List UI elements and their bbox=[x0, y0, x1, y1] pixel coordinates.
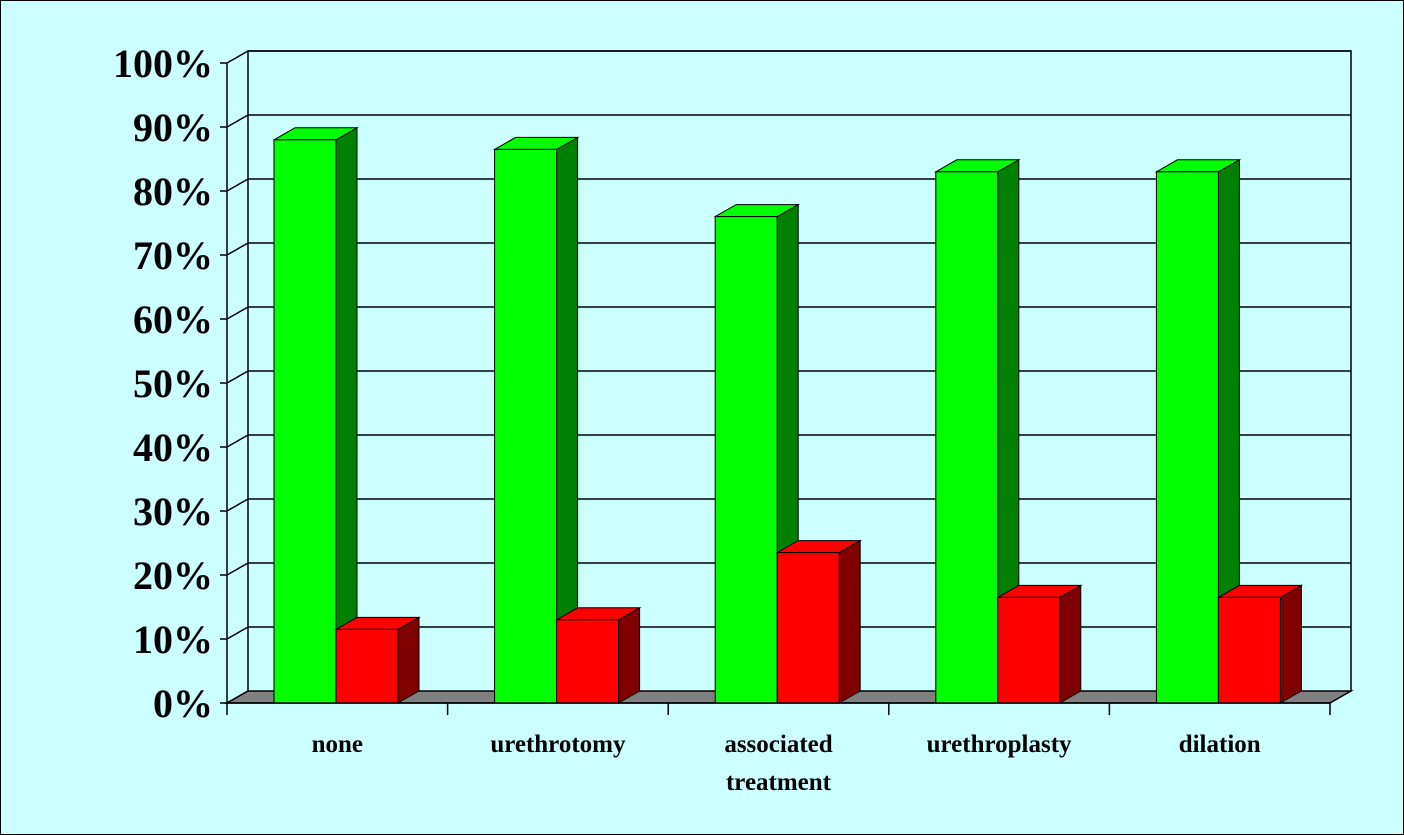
tick-labels: 0% 10% 20% 30% 40% 50% 60% 70% 80% 90% 100% none ure… bbox=[113, 41, 1261, 796]
bar-side bbox=[618, 606, 641, 704]
side-wall-line bbox=[226, 434, 249, 448]
y-tick-label: 10% bbox=[133, 617, 213, 662]
x-tick-label-line: treatment bbox=[726, 769, 832, 796]
x-tick-label: associated treatment bbox=[724, 731, 832, 796]
side-wall-line bbox=[226, 50, 249, 64]
x-tick-label: none bbox=[312, 731, 363, 758]
bar-side bbox=[1059, 584, 1082, 704]
y-tick-label: 90% bbox=[133, 105, 213, 150]
side-wall-line bbox=[226, 306, 249, 320]
side-wall-line bbox=[226, 178, 249, 192]
bar-front bbox=[776, 552, 840, 704]
y-tick-label: 50% bbox=[133, 361, 213, 406]
y-tick-label: 0% bbox=[153, 681, 213, 726]
bar bbox=[1216, 584, 1304, 704]
x-tick-label-line: urethroplasty bbox=[927, 731, 1072, 758]
x-tick-label-line: associated bbox=[724, 731, 832, 758]
side-wall-line bbox=[226, 626, 249, 640]
x-tick-label-line: dilation bbox=[1179, 731, 1261, 758]
bar-front bbox=[1217, 596, 1281, 704]
side-wall-line bbox=[226, 114, 249, 128]
bar bbox=[775, 539, 863, 704]
x-tick-label: urethroplasty bbox=[927, 731, 1072, 758]
y-tick-label: 20% bbox=[133, 553, 213, 598]
bar bbox=[933, 158, 1021, 704]
side-wall-line bbox=[226, 498, 249, 512]
bar bbox=[272, 126, 359, 704]
bar-front bbox=[935, 171, 999, 704]
bar-side bbox=[335, 126, 358, 704]
y-tick-label: 60% bbox=[133, 297, 213, 342]
bar bbox=[995, 584, 1083, 704]
bar-side bbox=[1279, 584, 1302, 704]
bar-front bbox=[714, 216, 778, 704]
side-wall-line bbox=[226, 370, 249, 384]
side-wall-line bbox=[226, 562, 249, 576]
bar-front bbox=[1155, 171, 1219, 704]
x-tick-label-line: none bbox=[312, 731, 363, 758]
y-tick-label: 80% bbox=[133, 169, 213, 214]
bar-front bbox=[273, 139, 337, 704]
side-wall-line bbox=[226, 242, 249, 256]
y-tick-label: 40% bbox=[133, 425, 213, 470]
axes bbox=[220, 62, 1331, 715]
bar-front bbox=[335, 628, 399, 704]
y-tick-label: 100% bbox=[113, 41, 213, 86]
bar-front bbox=[556, 619, 620, 704]
bar-side bbox=[838, 539, 861, 704]
x-tick-label: dilation bbox=[1179, 731, 1261, 758]
y-tick-label: 70% bbox=[133, 233, 213, 278]
x-tick-label-line: urethrotomy bbox=[490, 731, 626, 758]
bar bbox=[334, 616, 421, 704]
bar bbox=[554, 606, 642, 704]
bar bbox=[492, 136, 580, 704]
bars bbox=[272, 126, 1304, 704]
bar-front bbox=[997, 596, 1061, 704]
x-tick-label: urethrotomy bbox=[490, 731, 626, 758]
bar-front bbox=[494, 148, 558, 704]
bar-side bbox=[397, 616, 420, 704]
y-tick-label: 30% bbox=[133, 489, 213, 534]
